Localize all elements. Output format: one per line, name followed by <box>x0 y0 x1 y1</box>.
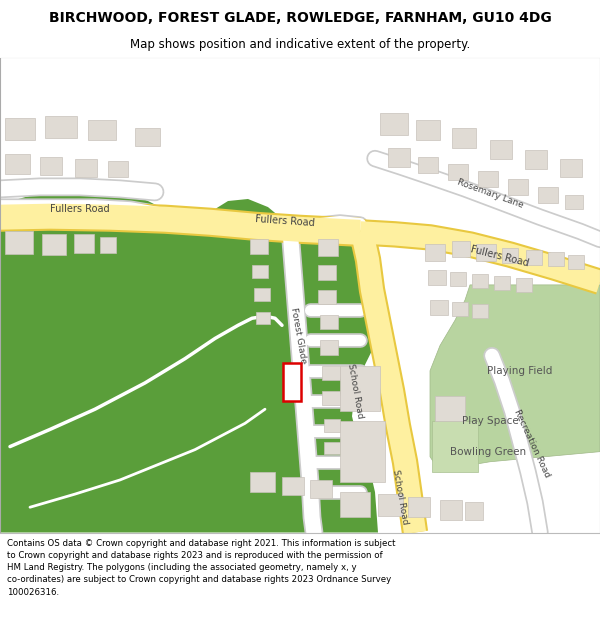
Bar <box>430 300 448 315</box>
Bar <box>340 421 385 482</box>
Bar <box>340 492 370 518</box>
Bar <box>452 241 470 257</box>
Bar <box>448 164 468 180</box>
Bar <box>548 251 564 266</box>
Text: BIRCHWOOD, FOREST GLADE, ROWLEDGE, FARNHAM, GU10 4DG: BIRCHWOOD, FOREST GLADE, ROWLEDGE, FARNH… <box>49 11 551 26</box>
Text: Map shows position and indicative extent of the property.: Map shows position and indicative extent… <box>130 38 470 51</box>
Bar <box>408 497 430 518</box>
Bar <box>322 366 340 380</box>
Bar <box>472 274 488 288</box>
Polygon shape <box>432 421 478 472</box>
Bar <box>108 161 128 177</box>
Bar <box>560 159 582 177</box>
Text: School Road: School Road <box>346 363 364 419</box>
Bar <box>88 120 116 141</box>
Text: Playing Field: Playing Field <box>487 366 553 376</box>
Bar <box>318 264 336 280</box>
Bar <box>322 391 340 405</box>
Polygon shape <box>0 187 378 532</box>
Bar <box>472 304 488 318</box>
Bar <box>40 156 62 175</box>
Bar <box>254 288 270 301</box>
Text: Contains OS data © Crown copyright and database right 2021. This information is : Contains OS data © Crown copyright and d… <box>7 539 396 597</box>
Bar <box>465 502 483 521</box>
Bar <box>508 179 528 195</box>
Bar <box>502 248 518 262</box>
Bar <box>418 156 438 172</box>
Bar <box>416 120 440 141</box>
Bar <box>494 276 510 290</box>
Bar <box>525 151 547 169</box>
Bar <box>435 396 465 421</box>
Bar <box>452 302 468 316</box>
Text: Fullers Road: Fullers Road <box>50 204 110 214</box>
Bar <box>320 341 338 354</box>
Bar <box>428 270 446 285</box>
Bar <box>378 494 403 516</box>
Bar <box>450 272 466 286</box>
Bar <box>252 264 268 278</box>
Bar <box>310 480 332 498</box>
Bar <box>250 239 268 254</box>
Bar <box>425 244 445 261</box>
Bar <box>5 231 33 254</box>
Bar <box>100 238 116 252</box>
Bar <box>568 254 584 269</box>
Bar <box>42 234 66 254</box>
Bar <box>283 362 301 401</box>
Bar <box>5 118 35 141</box>
Bar <box>478 171 498 187</box>
Bar <box>318 290 336 304</box>
Bar <box>340 366 380 411</box>
Bar <box>490 141 512 159</box>
Text: Play Space: Play Space <box>461 416 518 426</box>
Text: Fullers Road: Fullers Road <box>470 244 530 269</box>
Bar <box>526 249 542 264</box>
Bar <box>565 195 583 209</box>
Bar <box>476 244 496 261</box>
Bar <box>250 472 275 492</box>
Bar <box>452 128 476 149</box>
Bar <box>256 312 270 324</box>
Bar <box>75 159 97 177</box>
Text: School Road: School Road <box>391 469 409 525</box>
Bar <box>135 128 160 146</box>
Bar <box>388 149 410 167</box>
Bar <box>324 441 340 454</box>
Text: Rosemary Lane: Rosemary Lane <box>455 177 524 210</box>
Bar <box>516 278 532 292</box>
Bar <box>5 154 30 174</box>
Bar <box>45 116 77 138</box>
Bar <box>282 477 304 495</box>
Bar <box>74 234 94 253</box>
Bar <box>320 315 338 329</box>
Text: Fullers Road: Fullers Road <box>255 214 315 228</box>
Bar <box>440 500 462 521</box>
Bar <box>380 113 408 136</box>
Text: Bowling Green: Bowling Green <box>450 447 526 457</box>
Text: Recreation Road: Recreation Road <box>512 408 552 479</box>
Bar <box>318 239 338 256</box>
Polygon shape <box>430 285 600 472</box>
Bar <box>538 187 558 203</box>
Bar <box>324 419 340 432</box>
Text: Forest Glade: Forest Glade <box>289 307 307 364</box>
